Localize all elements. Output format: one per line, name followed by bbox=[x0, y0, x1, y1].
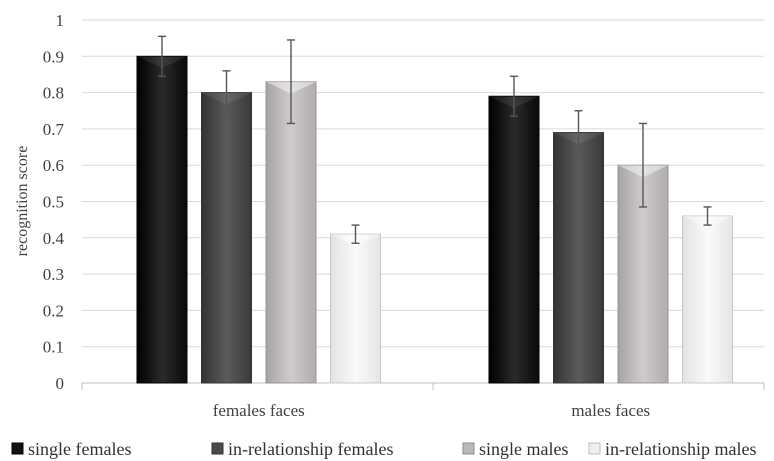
bar bbox=[330, 233, 381, 384]
bars bbox=[136, 55, 733, 384]
bar bbox=[265, 81, 317, 384]
gridlines bbox=[81, 19, 765, 390]
category-label: females faces bbox=[213, 401, 305, 420]
y-axis-label: recognition score bbox=[14, 146, 31, 257]
legend-swatch bbox=[462, 442, 475, 455]
y-tick-label: 0.9 bbox=[43, 47, 64, 66]
y-tick-label: 0.4 bbox=[43, 229, 65, 248]
legend-swatch bbox=[588, 442, 601, 455]
legend-label: in-relationship females bbox=[228, 439, 393, 459]
legend-label: single males bbox=[479, 439, 568, 459]
y-tick-label: 0.1 bbox=[43, 338, 64, 357]
error-bars bbox=[158, 35, 712, 244]
y-tick-label: 0.3 bbox=[43, 265, 64, 284]
y-tick-label: 0.5 bbox=[43, 193, 64, 212]
y-tick-label: 0 bbox=[56, 374, 65, 393]
category-label: males faces bbox=[571, 401, 650, 420]
y-tick-label: 0.6 bbox=[43, 156, 64, 175]
bar bbox=[488, 95, 540, 384]
bar bbox=[682, 215, 733, 384]
bar bbox=[553, 132, 604, 384]
bar bbox=[136, 55, 188, 384]
bar bbox=[201, 92, 252, 384]
legend-label: in-relationship males bbox=[605, 439, 756, 459]
y-axis-ticks: 0 0.1 0.2 0.3 0.4 0.5 0.6 0.7 0.8 0.9 1 bbox=[43, 11, 65, 393]
y-tick-label: 0.8 bbox=[43, 84, 64, 103]
legend-swatch bbox=[11, 442, 24, 455]
legend-label: single females bbox=[28, 439, 131, 459]
legend-swatch bbox=[211, 442, 224, 455]
y-tick-label: 1 bbox=[56, 11, 65, 30]
y-tick-label: 0.7 bbox=[43, 120, 65, 139]
y-tick-label: 0.2 bbox=[43, 301, 64, 320]
x-axis-categories: females faces males faces bbox=[213, 401, 650, 420]
legend: single females in-relationship females sin… bbox=[11, 439, 756, 459]
